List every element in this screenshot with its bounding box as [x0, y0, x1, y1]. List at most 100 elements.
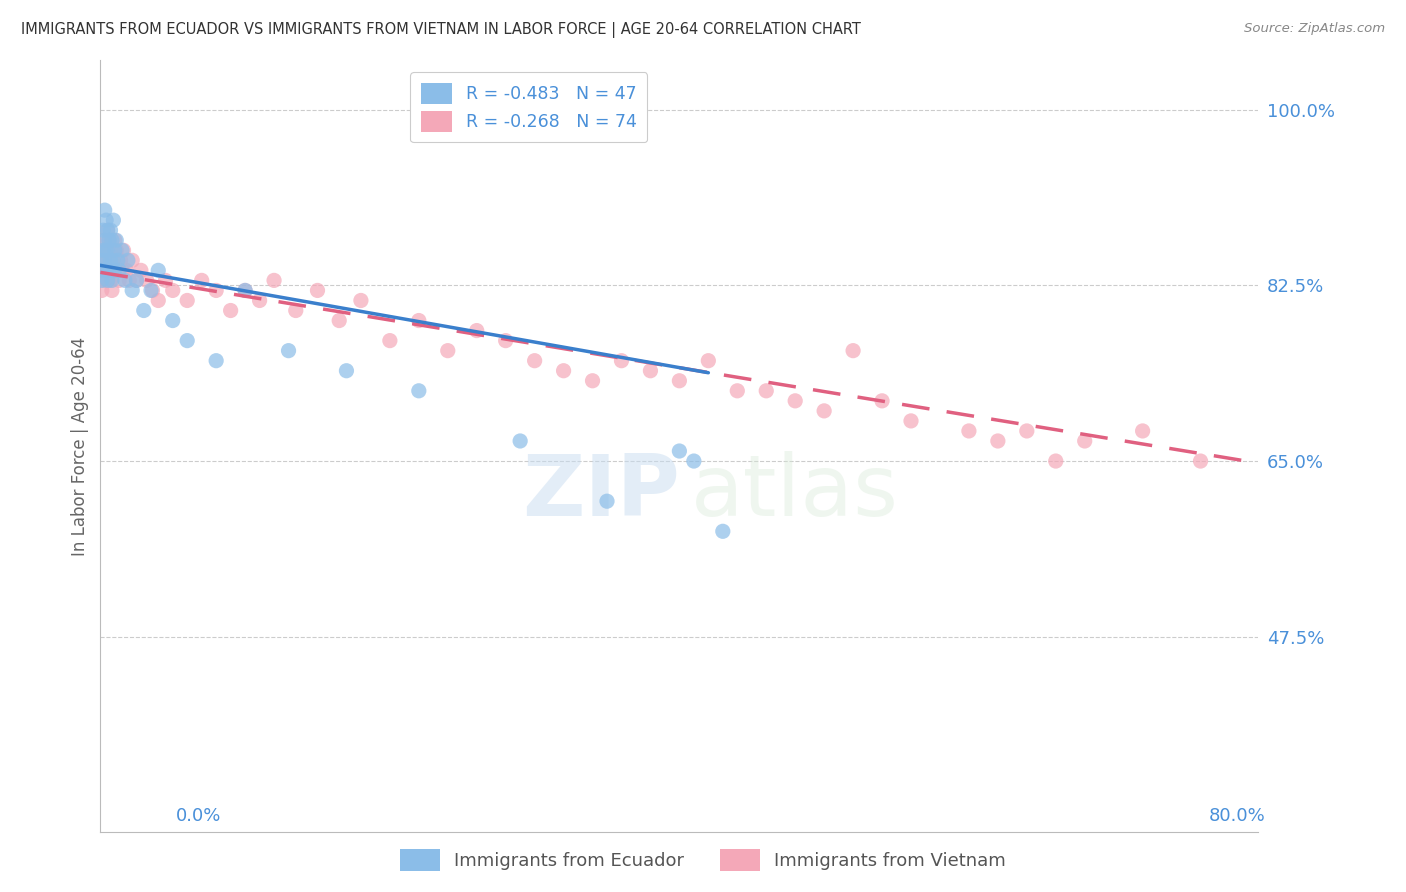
Point [162, 313, 184, 327]
Point [148, 293, 170, 308]
Point [465, 324, 488, 338]
Text: ZIP: ZIP [522, 450, 679, 534]
Point [263, 273, 285, 287]
Point [711, 524, 734, 539]
Point [91, 244, 114, 258]
Point [97, 223, 120, 237]
Point [104, 263, 127, 277]
Point [105, 244, 128, 258]
Point [697, 353, 720, 368]
Point [103, 213, 125, 227]
Point [97, 273, 120, 287]
Point [668, 444, 690, 458]
Point [101, 233, 124, 247]
Point [139, 284, 162, 298]
Point [205, 353, 228, 368]
Point [93, 203, 115, 218]
Point [93, 253, 115, 268]
Point [155, 273, 177, 287]
Point [107, 253, 129, 268]
Point [1045, 454, 1067, 468]
Point [101, 284, 124, 298]
Point [108, 263, 131, 277]
Point [121, 253, 143, 268]
Point [307, 284, 329, 298]
Point [97, 223, 120, 237]
Point [284, 303, 307, 318]
Point [101, 253, 124, 268]
Point [98, 233, 121, 247]
Point [100, 273, 122, 287]
Point [640, 364, 662, 378]
Point [870, 393, 893, 408]
Point [610, 353, 633, 368]
Point [91, 263, 114, 277]
Point [987, 434, 1010, 448]
Point [94, 263, 117, 277]
Point [97, 273, 120, 287]
Point [176, 293, 198, 308]
Point [436, 343, 458, 358]
Point [104, 244, 127, 258]
Point [135, 273, 157, 287]
Point [725, 384, 748, 398]
Point [93, 253, 115, 268]
Point [103, 263, 125, 277]
Point [94, 263, 117, 277]
Point [129, 263, 152, 277]
Point [98, 253, 121, 268]
Point [683, 454, 706, 468]
Text: IMMIGRANTS FROM ECUADOR VS IMMIGRANTS FROM VIETNAM IN LABOR FORCE | AGE 20-64 CO: IMMIGRANTS FROM ECUADOR VS IMMIGRANTS FR… [21, 22, 860, 38]
Point [277, 343, 299, 358]
Point [1073, 434, 1095, 448]
Point [93, 233, 115, 247]
Point [93, 233, 115, 247]
Point [100, 244, 122, 258]
Point [553, 364, 575, 378]
Point [90, 253, 112, 268]
Point [176, 334, 198, 348]
Point [408, 313, 430, 327]
Point [581, 374, 603, 388]
Point [350, 293, 373, 308]
Point [90, 284, 112, 298]
Point [1015, 424, 1038, 438]
Point [755, 384, 778, 398]
Point [335, 364, 357, 378]
Point [104, 233, 127, 247]
Point [112, 244, 135, 258]
Point [108, 273, 131, 287]
Point [97, 244, 120, 258]
Text: 0.0%: 0.0% [176, 807, 221, 825]
Point [132, 303, 155, 318]
Point [91, 263, 114, 277]
Point [118, 273, 141, 287]
Point [125, 273, 148, 287]
Point [90, 273, 112, 287]
Point [107, 253, 129, 268]
Point [957, 424, 980, 438]
Point [104, 263, 127, 277]
Point [233, 284, 256, 298]
Point [94, 244, 117, 258]
Point [1132, 424, 1154, 438]
Point [101, 273, 124, 287]
Point [205, 284, 228, 298]
Point [233, 284, 256, 298]
Point [813, 404, 835, 418]
Point [190, 273, 212, 287]
Point [115, 263, 138, 277]
Point [523, 353, 546, 368]
Point [111, 263, 134, 277]
Point [91, 223, 114, 237]
Point [98, 263, 121, 277]
Point [105, 233, 128, 247]
Point [219, 303, 242, 318]
Point [100, 223, 122, 237]
Point [90, 263, 112, 277]
Text: 80.0%: 80.0% [1209, 807, 1265, 825]
Point [100, 253, 122, 268]
Point [97, 253, 120, 268]
Point [842, 343, 865, 358]
Point [141, 284, 163, 298]
